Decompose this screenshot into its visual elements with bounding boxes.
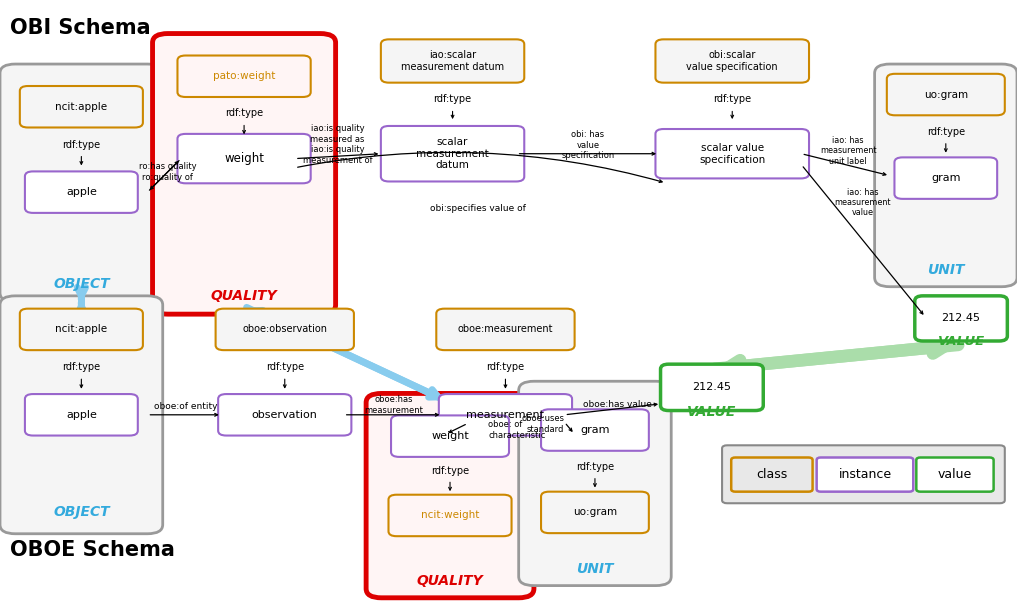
Text: uo:gram: uo:gram bbox=[923, 90, 968, 99]
Text: UNIT: UNIT bbox=[928, 263, 964, 276]
Text: iao: has
measurement
value: iao: has measurement value bbox=[834, 188, 891, 217]
Text: oboe: of
characteristic: oboe: of characteristic bbox=[488, 420, 545, 440]
Text: apple: apple bbox=[66, 410, 97, 420]
Text: scalar
measurement
datum: scalar measurement datum bbox=[416, 137, 489, 170]
FancyBboxPatch shape bbox=[656, 129, 810, 178]
Text: ncit:apple: ncit:apple bbox=[55, 325, 108, 334]
FancyBboxPatch shape bbox=[380, 126, 525, 182]
FancyBboxPatch shape bbox=[380, 39, 525, 82]
Text: rdf:type: rdf:type bbox=[926, 127, 965, 137]
Text: value: value bbox=[938, 468, 972, 481]
FancyBboxPatch shape bbox=[731, 458, 813, 492]
Text: obi:specifies value of: obi:specifies value of bbox=[430, 204, 526, 213]
Text: oboe:has
measurement: oboe:has measurement bbox=[364, 395, 423, 415]
FancyBboxPatch shape bbox=[875, 64, 1017, 287]
Text: gram: gram bbox=[580, 425, 610, 435]
Text: OBOE Schema: OBOE Schema bbox=[10, 540, 175, 560]
Text: rdf:type: rdf:type bbox=[713, 94, 752, 104]
Text: oboe:uses
standard: oboe:uses standard bbox=[522, 414, 564, 434]
Text: instance: instance bbox=[839, 468, 892, 481]
FancyBboxPatch shape bbox=[656, 39, 810, 82]
Text: observation: observation bbox=[252, 410, 317, 420]
Text: VALUE: VALUE bbox=[687, 405, 736, 418]
FancyBboxPatch shape bbox=[19, 86, 142, 127]
Text: weight: weight bbox=[224, 152, 264, 165]
FancyBboxPatch shape bbox=[541, 409, 649, 451]
FancyBboxPatch shape bbox=[178, 134, 311, 183]
FancyBboxPatch shape bbox=[19, 309, 142, 350]
Text: rdf:type: rdf:type bbox=[431, 466, 469, 476]
Text: rdf:type: rdf:type bbox=[225, 109, 263, 118]
Text: oboe:has value: oboe:has value bbox=[583, 400, 652, 409]
FancyBboxPatch shape bbox=[219, 394, 352, 436]
Text: QUALITY: QUALITY bbox=[417, 574, 483, 587]
Text: 212.45: 212.45 bbox=[942, 314, 980, 323]
Text: OBJECT: OBJECT bbox=[53, 277, 110, 290]
Text: scalar value
specification: scalar value specification bbox=[699, 143, 766, 165]
FancyBboxPatch shape bbox=[519, 381, 671, 586]
Text: UNIT: UNIT bbox=[577, 562, 613, 575]
Text: rdf:type: rdf:type bbox=[265, 362, 304, 372]
FancyBboxPatch shape bbox=[366, 393, 534, 598]
FancyBboxPatch shape bbox=[24, 394, 137, 436]
Text: class: class bbox=[757, 468, 787, 481]
FancyBboxPatch shape bbox=[388, 495, 512, 536]
Text: VALUE: VALUE bbox=[938, 335, 984, 348]
FancyBboxPatch shape bbox=[391, 415, 510, 457]
Text: weight: weight bbox=[431, 431, 469, 441]
Text: iao:is quality
measured as
iao:is quality
measurement of: iao:is quality measured as iao:is qualit… bbox=[303, 124, 372, 165]
FancyBboxPatch shape bbox=[887, 74, 1005, 115]
FancyBboxPatch shape bbox=[216, 309, 354, 350]
FancyBboxPatch shape bbox=[153, 34, 336, 314]
Text: obi:scalar
value specification: obi:scalar value specification bbox=[686, 50, 778, 72]
FancyBboxPatch shape bbox=[722, 445, 1005, 503]
FancyBboxPatch shape bbox=[0, 296, 163, 534]
FancyBboxPatch shape bbox=[436, 309, 575, 350]
Text: oboe:observation: oboe:observation bbox=[242, 325, 327, 334]
FancyBboxPatch shape bbox=[439, 394, 572, 436]
Text: iao:scalar
measurement datum: iao:scalar measurement datum bbox=[401, 50, 504, 72]
FancyBboxPatch shape bbox=[895, 157, 997, 199]
Text: measurement: measurement bbox=[467, 410, 544, 420]
Text: pato:weight: pato:weight bbox=[213, 71, 276, 81]
Text: 212.45: 212.45 bbox=[693, 382, 731, 392]
Text: OBI Schema: OBI Schema bbox=[10, 18, 151, 38]
Text: QUALITY: QUALITY bbox=[211, 290, 278, 303]
FancyBboxPatch shape bbox=[541, 492, 649, 533]
Text: ro:has quality
ro:quality of: ro:has quality ro:quality of bbox=[139, 162, 196, 182]
Text: iao: has
measurement
unit label: iao: has measurement unit label bbox=[820, 136, 877, 165]
Text: rdf:type: rdf:type bbox=[62, 140, 101, 149]
FancyBboxPatch shape bbox=[24, 171, 137, 213]
Text: oboe:of entity: oboe:of entity bbox=[155, 403, 218, 411]
Text: ncit:apple: ncit:apple bbox=[55, 102, 108, 112]
Text: gram: gram bbox=[931, 173, 961, 183]
Text: uo:gram: uo:gram bbox=[573, 508, 617, 517]
FancyBboxPatch shape bbox=[0, 64, 163, 302]
Text: rdf:type: rdf:type bbox=[433, 94, 472, 104]
Text: ncit:weight: ncit:weight bbox=[421, 511, 479, 520]
Text: obi: has
value
specification: obi: has value specification bbox=[561, 131, 614, 160]
Text: rdf:type: rdf:type bbox=[576, 462, 614, 472]
FancyBboxPatch shape bbox=[661, 364, 763, 411]
Text: oboe:measurement: oboe:measurement bbox=[458, 325, 553, 334]
Text: rdf:type: rdf:type bbox=[486, 362, 525, 372]
Text: rdf:type: rdf:type bbox=[62, 362, 101, 372]
FancyBboxPatch shape bbox=[178, 56, 311, 97]
Text: apple: apple bbox=[66, 187, 97, 197]
FancyBboxPatch shape bbox=[916, 458, 994, 492]
FancyBboxPatch shape bbox=[817, 458, 913, 492]
Text: OBJECT: OBJECT bbox=[53, 506, 110, 519]
FancyBboxPatch shape bbox=[915, 296, 1007, 341]
